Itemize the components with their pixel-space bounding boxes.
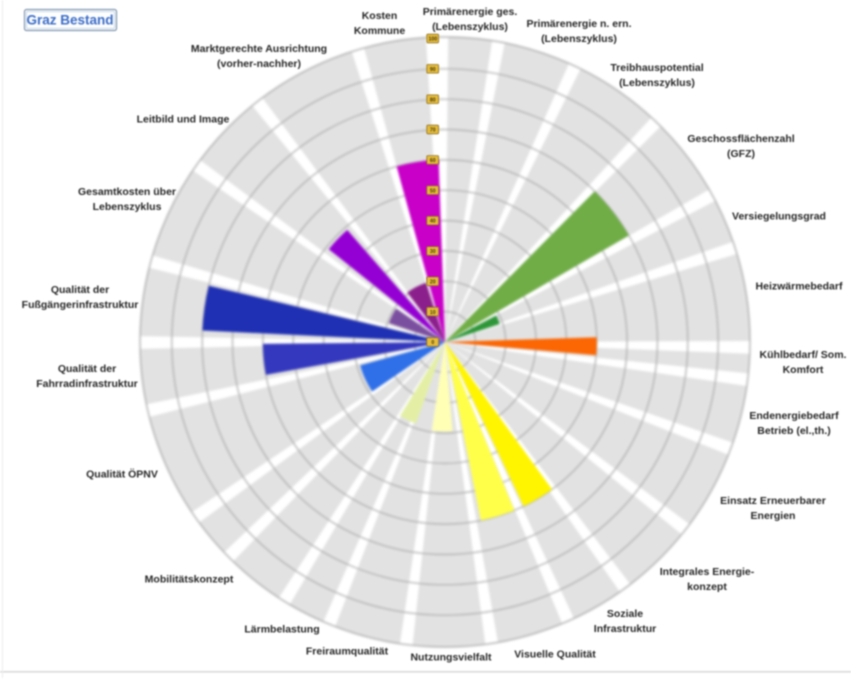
svg-text:Soziale: Soziale <box>607 608 643 620</box>
svg-text:10: 10 <box>430 310 436 316</box>
svg-text:70: 70 <box>430 128 436 134</box>
svg-text:90: 90 <box>430 67 436 73</box>
svg-text:Energien: Energien <box>751 510 796 522</box>
svg-text:konzept: konzept <box>687 581 727 593</box>
svg-text:80: 80 <box>430 97 436 103</box>
svg-text:Mobilitätskonzept: Mobilitätskonzept <box>145 574 234 586</box>
svg-text:Primärenergie ges.: Primärenergie ges. <box>423 6 518 18</box>
svg-text:Betrieb (el.,th.): Betrieb (el.,th.) <box>757 425 831 437</box>
svg-text:Graz Bestand: Graz Bestand <box>26 13 113 28</box>
svg-text:Komfort: Komfort <box>783 364 824 376</box>
svg-text:50: 50 <box>430 188 436 194</box>
svg-text:Nutzungsvielfalt: Nutzungsvielfalt <box>410 652 492 664</box>
svg-text:30: 30 <box>430 249 436 255</box>
svg-text:(Lebenszyklus): (Lebenszyklus) <box>619 77 695 89</box>
svg-text:Heizwärmebedarf: Heizwärmebedarf <box>756 281 843 293</box>
svg-text:(Lebenszyklus): (Lebenszyklus) <box>541 33 617 45</box>
svg-text:60: 60 <box>430 158 436 164</box>
svg-text:Primärenergie n. ern.: Primärenergie n. ern. <box>526 18 631 30</box>
svg-text:Geschossflächenzahl: Geschossflächenzahl <box>687 133 794 145</box>
svg-text:Leitbild und Image: Leitbild und Image <box>137 114 230 126</box>
svg-text:Marktgerechte Ausrichtung: Marktgerechte Ausrichtung <box>191 43 327 55</box>
svg-text:Kühlbedarf/ Som.: Kühlbedarf/ Som. <box>760 349 847 361</box>
svg-text:(vorher-nachher): (vorher-nachher) <box>217 58 301 70</box>
svg-text:Qualität ÖPNV: Qualität ÖPNV <box>86 468 158 481</box>
svg-text:Visuelle Qualität: Visuelle Qualität <box>514 649 596 661</box>
svg-text:40: 40 <box>430 219 436 225</box>
svg-text:Gesamtkosten über: Gesamtkosten über <box>78 186 176 198</box>
svg-text:0: 0 <box>431 340 434 346</box>
svg-text:Versiegelungsgrad: Versiegelungsgrad <box>732 211 826 223</box>
svg-text:Integrales Energie-: Integrales Energie- <box>660 566 755 578</box>
svg-text:Kommune: Kommune <box>354 25 405 37</box>
svg-text:Kosten: Kosten <box>362 10 398 22</box>
svg-text:Treibhauspotential: Treibhauspotential <box>610 62 703 74</box>
svg-text:Freiraumqualität: Freiraumqualität <box>306 646 389 658</box>
svg-text:Qualität der: Qualität der <box>58 363 116 375</box>
svg-text:(GFZ): (GFZ) <box>727 148 755 160</box>
svg-text:100: 100 <box>428 37 437 43</box>
svg-text:Endenergiebedarf: Endenergiebedarf <box>749 410 839 422</box>
svg-text:Fahrradinfrastruktur: Fahrradinfrastruktur <box>36 378 138 390</box>
svg-text:Einsatz Erneuerbarer: Einsatz Erneuerbarer <box>720 495 826 507</box>
svg-text:Lärmbelastung: Lärmbelastung <box>244 624 319 636</box>
svg-text:Qualität der: Qualität der <box>51 284 109 296</box>
svg-text:Lebenszyklus: Lebenszyklus <box>93 201 162 213</box>
svg-text:20: 20 <box>430 279 436 285</box>
svg-text:Infrastruktur: Infrastruktur <box>594 623 656 635</box>
svg-text:(Lebenszyklus): (Lebenszyklus) <box>432 21 508 33</box>
svg-text:Fußgängerinfrastruktur: Fußgängerinfrastruktur <box>22 299 139 311</box>
